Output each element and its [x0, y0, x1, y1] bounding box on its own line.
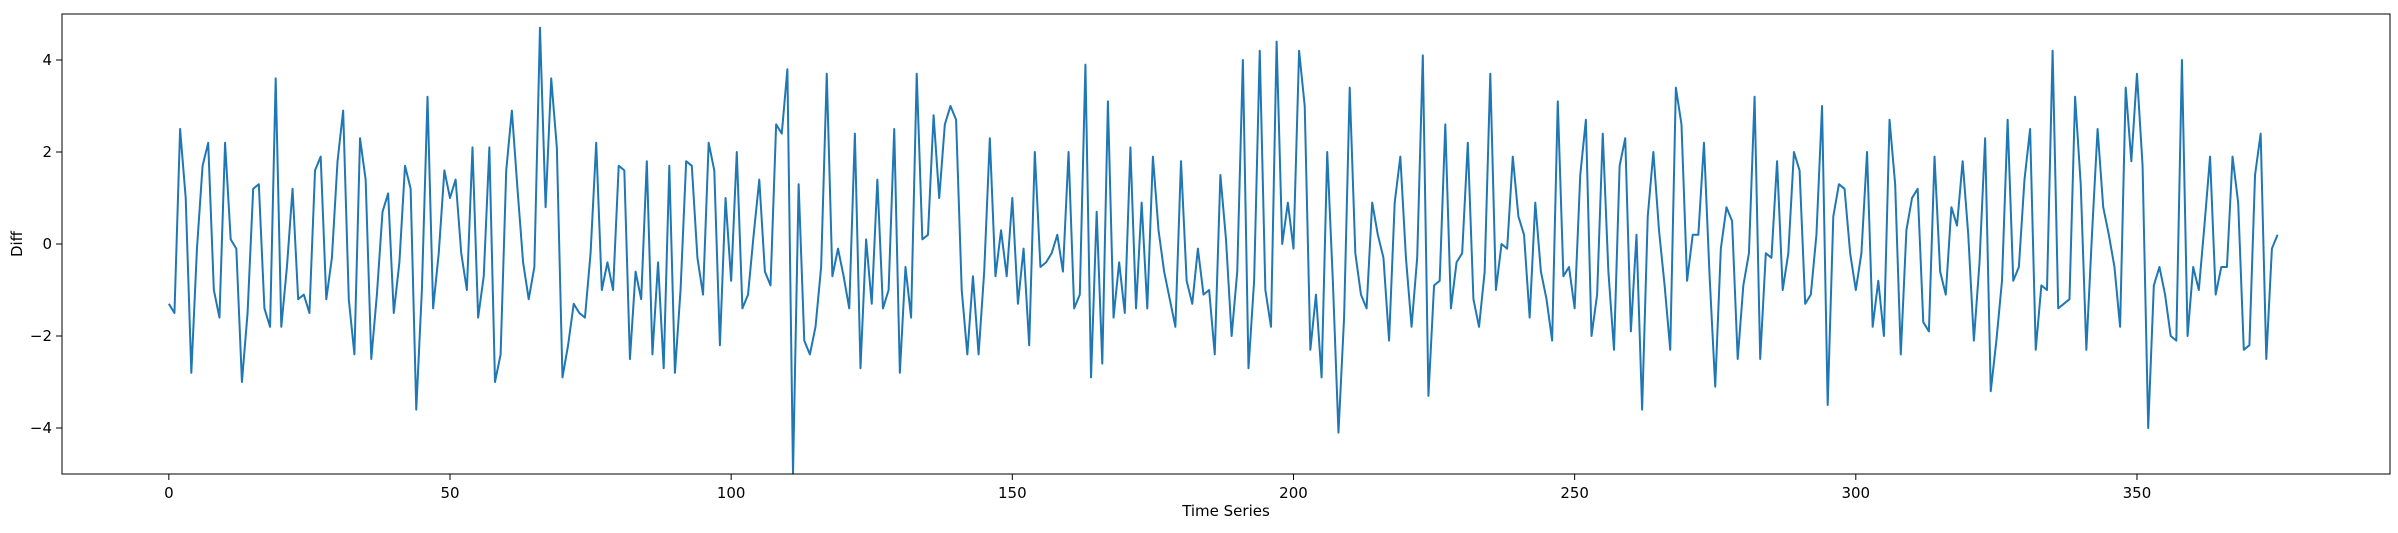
x-tick-label: 150: [998, 484, 1027, 502]
y-tick-label: −2: [30, 327, 52, 345]
x-tick-label: 0: [164, 484, 174, 502]
y-tick-label: 4: [42, 51, 52, 69]
y-tick-label: −4: [30, 419, 52, 437]
x-tick-label: 50: [440, 484, 459, 502]
x-axis-label: Time Series: [1181, 502, 1270, 520]
x-tick-label: 300: [1841, 484, 1870, 502]
x-tick-label: 350: [2123, 484, 2152, 502]
y-axis-ticks: −4 −2 0 2 4: [30, 51, 62, 437]
series-line-0: [167, 26, 2279, 474]
x-tick-label: 250: [1560, 484, 1589, 502]
x-axis-ticks: 0 50 100 150 200 250 300 350: [164, 474, 2151, 502]
x-tick-label: 200: [1279, 484, 1308, 502]
plot-frame: [61, 13, 2391, 475]
y-tick-label: 2: [42, 143, 52, 161]
series-layer: [167, 26, 2279, 474]
x-tick-label: 100: [717, 484, 746, 502]
y-axis-label: Diff: [8, 230, 26, 257]
y-tick-label: 0: [42, 235, 52, 253]
